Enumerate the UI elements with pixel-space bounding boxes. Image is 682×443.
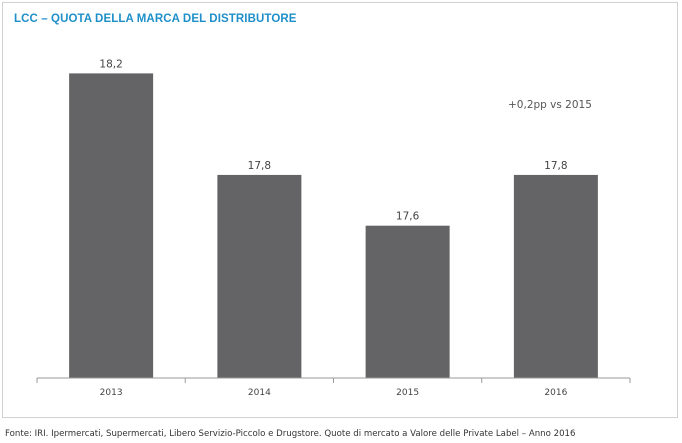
data-label-2014: 17,8 — [248, 160, 271, 172]
data-label-2013: 18,2 — [99, 58, 122, 70]
x-axis-labels: 2013 2014 2015 2016 — [100, 388, 568, 398]
x-tick-label-2015: 2015 — [396, 388, 419, 398]
x-axis-ticks — [36, 378, 631, 383]
bar-2015 — [365, 225, 450, 378]
source-note: Fonte: IRI. Ipermercati, Supermercati, L… — [5, 429, 576, 439]
bars-group — [69, 73, 598, 378]
x-tick-label-2016: 2016 — [544, 388, 567, 398]
bar-2016 — [513, 174, 598, 378]
data-label-2015: 17,6 — [396, 211, 420, 223]
x-tick-label-2013: 2013 — [100, 388, 123, 398]
x-tick-label-2014: 2014 — [248, 388, 271, 398]
chart-title: LCC – QUOTA DELLA MARCA DEL DISTRIBUTORE — [14, 13, 297, 25]
bar-2013 — [69, 73, 154, 378]
chart-annotation: +0,2pp vs 2015 — [508, 99, 592, 111]
bar-chart: 2013 2014 2015 2016 18,2 17,8 17,6 17,8 — [36, 58, 631, 398]
data-labels: 18,2 17,8 17,6 17,8 — [99, 58, 567, 222]
data-label-2016: 17,8 — [544, 160, 567, 172]
bar-2014 — [217, 174, 302, 378]
